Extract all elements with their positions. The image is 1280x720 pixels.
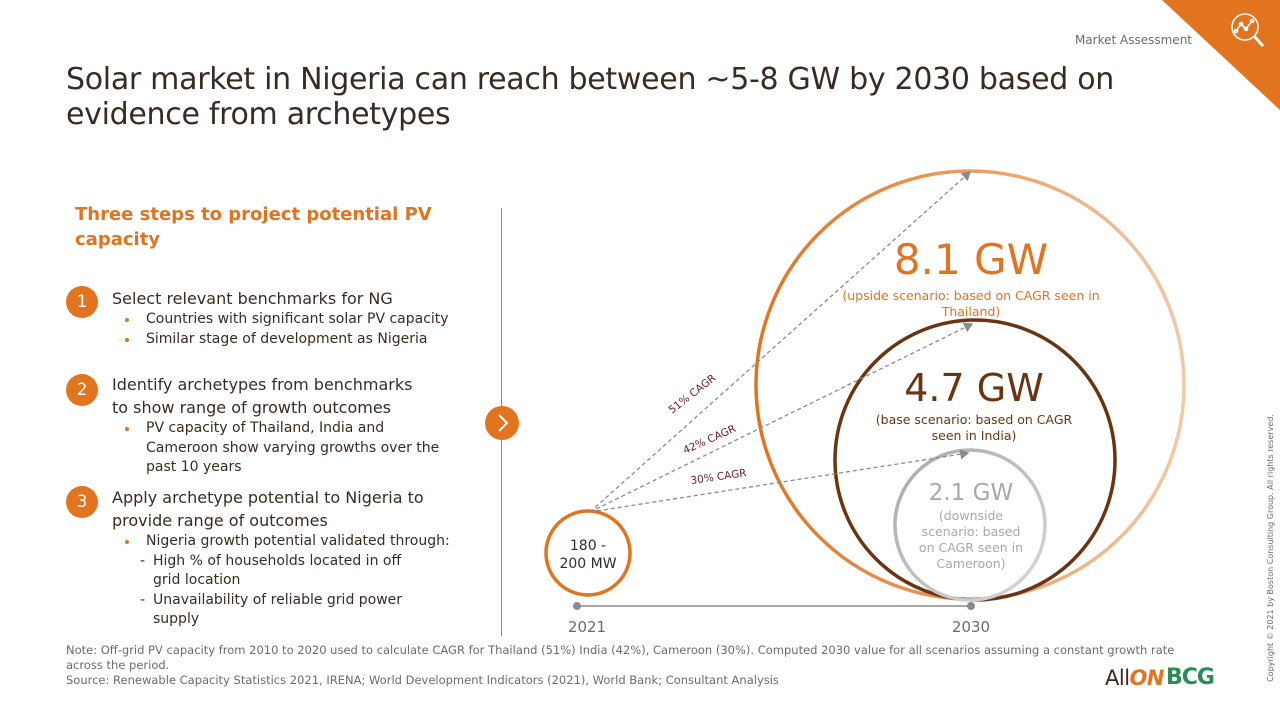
downside-desc-line: Cameroon) <box>936 556 1005 571</box>
bullet-item: Similar stage of development as Nigeria <box>112 330 492 350</box>
base-value: 4.7 GW <box>904 366 1044 410</box>
timeline-end-dot <box>967 602 975 610</box>
year-end-label: 2030 <box>952 618 990 636</box>
bullet-item: PV capacity of Thailand, India and Camer… <box>112 419 442 478</box>
next-button[interactable] <box>485 406 519 440</box>
sub-bullet-item: Unavailability of reliable grid power su… <box>112 591 432 630</box>
step-1-bullets: Countries with significant solar PV capa… <box>112 310 492 349</box>
step-2-text-line: to show range of growth outcomes <box>112 398 392 417</box>
upside-desc-line: (upside scenario: based on CAGR seen in <box>842 288 1099 303</box>
downside-arrow <box>589 449 970 513</box>
step-1-text: Select relevant benchmarks for NG <box>112 289 393 308</box>
cagr-label-base: 42% CAGR <box>681 423 737 457</box>
step-number-3: 3 <box>66 486 98 518</box>
step-3-text-line: Apply archetype potential to Nigeria to <box>112 488 424 507</box>
base-desc-line: (base scenario: based on CAGR <box>876 412 1073 427</box>
base-desc-line: seen in India) <box>932 428 1017 443</box>
downside-desc-line: (downside <box>939 508 1004 523</box>
step-number-2: 2 <box>66 374 98 406</box>
step-2-bullets: PV capacity of Thailand, India and Camer… <box>112 419 442 478</box>
downside-value: 2.1 GW <box>929 480 1013 506</box>
step-3-text-line: provide range of outcomes <box>112 511 328 530</box>
start-value-line: 200 MW <box>559 556 616 572</box>
timeline-start-dot <box>573 602 581 610</box>
source-note: Source: Renewable Capacity Statistics 20… <box>66 673 779 687</box>
copyright: Copyright © 2021 by Boston Consulting Gr… <box>1266 414 1275 682</box>
step-2-text-line: Identify archetypes from benchmarks <box>112 375 413 394</box>
sub-bullet-item: High % of households located in off grid… <box>112 552 432 591</box>
upside-arrow <box>589 171 971 513</box>
allon-logo: AllON <box>1105 666 1164 690</box>
footnote: Note: Off-grid PV capacity from 2010 to … <box>66 643 1175 672</box>
downside-circle <box>893 448 1047 602</box>
step-1: Select relevant benchmarks for NG Countr… <box>112 287 492 349</box>
upside-desc-line: Thailand) <box>941 304 1001 319</box>
year-start-label: 2021 <box>568 618 606 636</box>
allon-logo-a: All <box>1105 666 1130 690</box>
bullet-item: Nigeria growth potential validated throu… <box>112 532 492 552</box>
upside-value: 8.1 GW <box>894 235 1048 284</box>
cagr-label-upside: 51% CAGR <box>666 372 718 416</box>
steps-heading: Three steps to project potential PV capa… <box>75 204 432 250</box>
start-value-line: 180 - <box>570 538 606 554</box>
step-3: Apply archetype potential to Nigeria to … <box>112 486 492 630</box>
step-number-1: 1 <box>66 286 98 318</box>
base-arrow <box>589 322 974 513</box>
step-2: Identify archetypes from benchmarks to s… <box>112 373 492 478</box>
cagr-label-downside: 30% CAGR <box>690 467 748 487</box>
section-category: Market Assessment <box>1074 33 1192 47</box>
allon-logo-b: ON <box>1129 666 1165 690</box>
step-3-sub-bullets: High % of households located in off grid… <box>112 552 432 630</box>
page-title: Solar market in Nigeria can reach betwee… <box>66 62 1114 132</box>
bullet-item: Countries with significant solar PV capa… <box>112 310 492 330</box>
start-circle <box>544 509 632 597</box>
chevron-right-icon <box>498 414 509 432</box>
step-3-bullets: Nigeria growth potential validated throu… <box>112 532 492 552</box>
bcg-logo: BCG <box>1166 665 1215 690</box>
downside-desc-line: scenario: based <box>922 524 1021 539</box>
downside-desc-line: on CAGR seen in <box>919 540 1023 555</box>
